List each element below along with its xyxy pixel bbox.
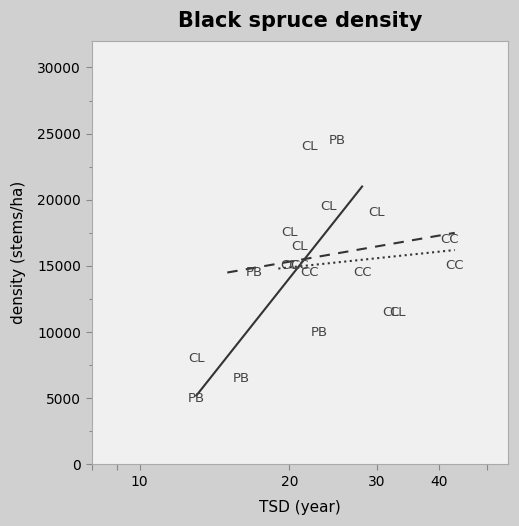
Text: CL: CL bbox=[368, 207, 385, 219]
Text: PB: PB bbox=[246, 266, 263, 279]
Text: PB: PB bbox=[188, 392, 205, 404]
Text: CC: CC bbox=[353, 266, 371, 279]
Y-axis label: density (stems/ha): density (stems/ha) bbox=[11, 181, 26, 325]
Text: CL: CL bbox=[321, 200, 337, 213]
X-axis label: TSD (year): TSD (year) bbox=[259, 500, 340, 515]
Text: CC: CC bbox=[301, 266, 319, 279]
Text: CL: CL bbox=[383, 306, 399, 319]
Text: CL: CL bbox=[292, 239, 308, 252]
Text: PB: PB bbox=[311, 326, 328, 339]
Text: CL: CL bbox=[302, 140, 318, 154]
Text: PB: PB bbox=[233, 372, 250, 385]
Text: PB: PB bbox=[329, 134, 346, 147]
Text: CC: CC bbox=[445, 259, 464, 272]
Text: CL: CL bbox=[281, 226, 298, 239]
Text: CL: CL bbox=[389, 306, 406, 319]
Text: CC: CC bbox=[291, 259, 309, 272]
Text: CL: CL bbox=[188, 352, 204, 365]
Text: CC: CC bbox=[441, 233, 459, 246]
Text: CC: CC bbox=[280, 259, 298, 272]
Title: Black spruce density: Black spruce density bbox=[177, 11, 422, 31]
